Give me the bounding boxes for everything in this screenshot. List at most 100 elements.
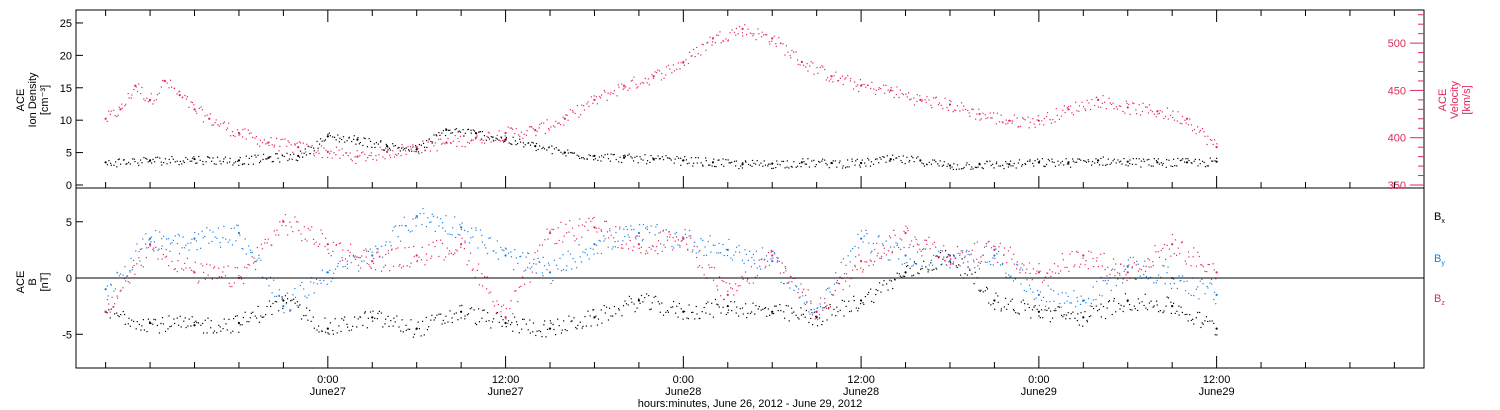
bx-series-dot bbox=[451, 317, 453, 319]
top-ytick-label: 25 bbox=[60, 18, 72, 30]
by-series-dot bbox=[828, 287, 830, 289]
velocity-series-dot bbox=[1064, 111, 1066, 114]
velocity-series-dot bbox=[384, 147, 387, 149]
density-series-dot bbox=[1087, 159, 1089, 161]
density-series-dot bbox=[122, 159, 125, 161]
bz-series-dot bbox=[773, 253, 776, 255]
density-series-dot bbox=[161, 164, 163, 166]
velocity-series-dot bbox=[520, 131, 523, 133]
bx-series-dot bbox=[202, 322, 204, 325]
by-series-dot bbox=[529, 267, 531, 270]
bz-series-dot bbox=[1212, 263, 1214, 265]
velocity-series-dot bbox=[320, 145, 323, 147]
velocity-series-dot bbox=[498, 130, 500, 132]
density-series-dot bbox=[1135, 163, 1137, 166]
bx-series-dot bbox=[978, 289, 980, 291]
bx-series-dot bbox=[108, 309, 110, 311]
bz-series-dot bbox=[971, 249, 973, 251]
velocity-series-dot bbox=[378, 154, 380, 156]
bx-series-dot bbox=[1012, 308, 1015, 311]
bx-series-dot bbox=[291, 299, 293, 301]
by-series-dot bbox=[1106, 283, 1108, 285]
density-series-dot bbox=[558, 149, 560, 151]
by-series-dot bbox=[624, 235, 626, 238]
density-series-dot bbox=[118, 158, 121, 160]
density-series-dot bbox=[563, 151, 565, 153]
density-series-dot bbox=[784, 167, 786, 169]
bx-series-dot bbox=[707, 301, 709, 303]
bx-series-dot bbox=[112, 306, 114, 308]
bx-series-point bbox=[1171, 305, 1174, 308]
velocity-series-dot bbox=[144, 100, 146, 102]
bz-series-dot bbox=[1074, 264, 1076, 266]
velocity-series-dot bbox=[335, 146, 338, 148]
velocity-series-dot bbox=[858, 90, 860, 93]
bz-series-dot bbox=[698, 265, 701, 267]
bz-series-dot bbox=[352, 254, 355, 257]
velocity-series-dot bbox=[677, 62, 679, 64]
by-series-dot bbox=[290, 309, 292, 311]
density-series-dot bbox=[744, 160, 747, 162]
density-series-dot bbox=[921, 162, 923, 164]
bz-series-dot bbox=[294, 216, 296, 218]
bx-series-dot bbox=[894, 279, 896, 281]
bx-series-dot bbox=[1028, 306, 1030, 309]
bx-series-dot bbox=[1129, 308, 1131, 311]
bz-series-dot bbox=[734, 283, 737, 285]
by-series-dot bbox=[397, 235, 399, 238]
bx-series-dot bbox=[608, 307, 611, 309]
bz-series-dot bbox=[1047, 272, 1049, 274]
bz-series-dot bbox=[440, 239, 442, 241]
by-series-dot bbox=[557, 268, 559, 270]
by-series-dot bbox=[440, 218, 442, 220]
density-series-dot bbox=[1138, 158, 1140, 160]
density-series-dot bbox=[387, 149, 389, 151]
density-series-dot bbox=[968, 163, 970, 166]
velocity-series-dot bbox=[271, 144, 273, 146]
bx-series-dot bbox=[938, 257, 940, 259]
bz-series-dot bbox=[514, 290, 516, 292]
bx-series-dot bbox=[907, 265, 909, 267]
bz-series-dot bbox=[533, 258, 535, 260]
top-y2tick-label: 350 bbox=[1388, 180, 1406, 192]
by-series-dot bbox=[915, 263, 918, 265]
bz-series-dot bbox=[721, 280, 723, 282]
velocity-series-dot bbox=[1052, 118, 1054, 121]
density-series-dot bbox=[662, 159, 665, 161]
bx-series-dot bbox=[128, 317, 130, 319]
density-series-dot bbox=[709, 164, 711, 166]
by-series-dot bbox=[745, 253, 747, 256]
velocity-series-dot bbox=[1204, 135, 1206, 137]
density-series-dot bbox=[678, 157, 680, 159]
bx-series-dot bbox=[563, 320, 565, 322]
bx-series-dot bbox=[1030, 317, 1032, 319]
density-series-dot bbox=[725, 159, 727, 161]
bz-series-dot bbox=[1166, 244, 1168, 246]
bx-series-dot bbox=[955, 265, 957, 267]
velocity-series-dot bbox=[301, 152, 303, 154]
velocity-series-dot bbox=[201, 109, 203, 111]
density-series-dot bbox=[764, 164, 767, 166]
velocity-series-dot bbox=[790, 57, 792, 59]
bz-series-dot bbox=[1082, 257, 1084, 259]
density-series-dot bbox=[234, 161, 237, 163]
velocity-series-dot bbox=[852, 88, 855, 90]
by-series-dot bbox=[329, 269, 331, 271]
by-series-dot bbox=[671, 245, 673, 248]
density-series-dot bbox=[397, 147, 399, 149]
density-series-dot bbox=[1010, 160, 1012, 162]
bz-series-dot bbox=[590, 220, 592, 222]
bx-series-dot bbox=[1108, 300, 1111, 302]
velocity-series-dot bbox=[234, 135, 236, 137]
by-series-dot bbox=[548, 264, 550, 266]
bx-series-dot bbox=[615, 313, 617, 315]
by-series-dot bbox=[896, 243, 899, 245]
by-series-dot bbox=[811, 312, 813, 314]
density-series-dot bbox=[1053, 161, 1055, 164]
velocity-series-dot bbox=[1033, 123, 1035, 125]
bx-series-dot bbox=[457, 319, 459, 321]
velocity-series-dot bbox=[118, 106, 120, 108]
velocity-series-dot bbox=[855, 85, 857, 87]
bx-series-dot bbox=[1113, 300, 1115, 302]
velocity-series-dot bbox=[255, 135, 258, 138]
